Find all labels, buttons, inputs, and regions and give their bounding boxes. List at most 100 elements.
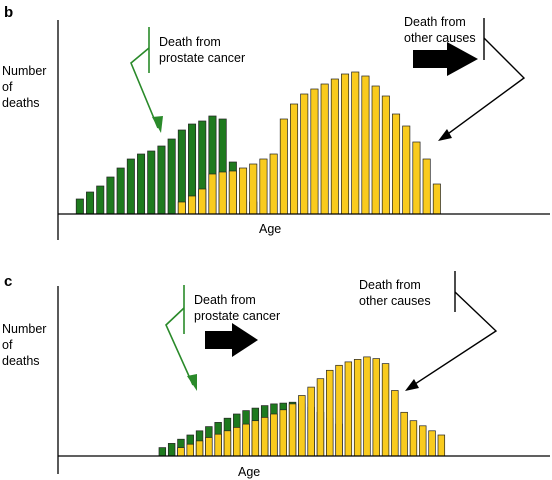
panel-b-other-bar-15 <box>330 78 339 215</box>
panel-c-other-bar-18 <box>344 361 353 457</box>
panel-b-other-annotation: Death from other causes <box>404 15 526 141</box>
panel-c-other-bar-24 <box>400 411 408 457</box>
panel-b-other-bar-8 <box>259 158 268 215</box>
panel-b-other-bar-18 <box>361 75 370 215</box>
panel-b-other-arrowhead <box>438 129 452 141</box>
panel-b-x-axis-label: Age <box>259 222 281 236</box>
panel-c-prostate-label-line-1: Death from <box>194 293 256 307</box>
panel-b-other-bar-23 <box>412 141 421 215</box>
panel-c-prostate-bar-1 <box>167 443 176 457</box>
panel-b-other-bar-10 <box>279 118 288 215</box>
panel-b-prostate-bar-8 <box>157 145 166 215</box>
panel-c-other-bar-15 <box>316 378 325 457</box>
panel-b-other-arrow-line <box>444 37 526 137</box>
panel-b-other-bar-19 <box>371 85 380 215</box>
panel-b-ylabel: Number of deaths <box>2 64 46 110</box>
panel-b-prostate-bar-4 <box>116 167 125 215</box>
panel-b-shift-arrow-icon <box>413 42 478 76</box>
panel-c-ylabel-line-1: Number <box>2 322 46 336</box>
panel-c-other-label-line-2: other causes <box>359 294 431 308</box>
panel-b-other-bar-14 <box>320 83 329 215</box>
panel-b-other-bar-3 <box>208 173 217 215</box>
panel-c-other-bar-11 <box>279 409 287 457</box>
panel-b-other-bar-16 <box>341 73 350 215</box>
panel-b-other-bar-6 <box>239 167 248 215</box>
panel-c-other-bar-7 <box>242 423 250 457</box>
panel-b-other-bar-12 <box>300 93 309 215</box>
panel-c-other-bar-3 <box>205 437 213 457</box>
panel-c-prostate-label-line-2: prostate cancer <box>194 309 280 323</box>
panel-c-other-bar-9 <box>260 417 269 457</box>
panel-c-other-bar-23 <box>391 390 399 457</box>
panel-c-shift-arrow-icon <box>205 323 258 357</box>
panel-c-ylabel-line-3: deaths <box>2 354 40 368</box>
panel-b-prostate-arrow-line <box>130 47 159 129</box>
panel-c-prostate-arrowhead <box>187 374 197 391</box>
panel-b-other-bar-22 <box>402 125 411 215</box>
panel-c-other-bar-0 <box>177 447 185 457</box>
panel-b-other-bar-2 <box>198 188 207 215</box>
panel-b-prostate-bar-9 <box>167 138 176 215</box>
panel-b-other-bar-5 <box>228 170 237 215</box>
panel-c-other-bar-6 <box>233 427 241 457</box>
panel-b-prostate-bar-2 <box>96 185 105 215</box>
panel-b-prostate-arrowhead <box>152 116 163 133</box>
panel-b-other-bar-13 <box>310 88 319 215</box>
panel-b-prostate-annotation: Death from prostate cancer <box>130 27 245 133</box>
panel-b-other-bar-7 <box>249 163 258 215</box>
panel-c-bars <box>158 356 446 457</box>
panel-c-other-label-line-1: Death from <box>359 278 421 292</box>
panel-c-other-bar-4 <box>214 433 222 457</box>
panel-c-other-bar-28 <box>437 434 446 457</box>
panel-b-bars <box>75 71 441 215</box>
panel-b-other-label-line-2: other causes <box>404 31 476 45</box>
panel-c-x-axis-label: Age <box>238 465 260 479</box>
panel-b-other-bar-24 <box>422 158 431 215</box>
panel-b-prostate-bar-0 <box>75 198 84 215</box>
panel-b-other-bar-17 <box>351 71 360 215</box>
panel-b-other-bar-9 <box>269 153 278 215</box>
panel-b-other-bar-25 <box>432 183 441 215</box>
panel-c-other-bar-2 <box>195 440 204 457</box>
panel-c-other-bar-27 <box>428 430 436 457</box>
panel-c-other-bar-22 <box>381 363 390 457</box>
panel-c-ylabel: Number of deaths <box>2 322 46 368</box>
panel-b-ylabel-line-2: of <box>2 80 13 94</box>
panel-c-letter: c <box>4 273 12 290</box>
panel-c-other-bar-20 <box>363 356 371 457</box>
panel-b-other-bar-11 <box>290 103 299 215</box>
panel-b-other-bar-4 <box>218 171 227 215</box>
panel-b-other-bar-1 <box>188 195 197 215</box>
panel-b-prostate-bar-5 <box>126 158 135 215</box>
panel-b-ylabel-line-3: deaths <box>2 96 40 110</box>
panel-b-prostate-bar-6 <box>137 153 146 215</box>
panel-c-other-bar-8 <box>251 420 260 457</box>
panel-c-prostate-annotation: Death from prostate cancer <box>165 285 280 391</box>
panel-c-prostate-bar-0 <box>158 447 167 457</box>
panel-c-other-bar-14 <box>307 386 315 457</box>
panel-c-other-bar-5 <box>223 430 232 457</box>
panel-b-prostate-label-line-2: prostate cancer <box>159 51 245 65</box>
panel-b-prostate-bar-7 <box>147 150 156 215</box>
panel-b: b Number of deaths Age Death from prosta… <box>2 4 550 240</box>
panel-b-prostate-bar-10 <box>177 129 186 215</box>
panel-c-other-bar-19 <box>353 359 362 457</box>
panel-c-other-bar-25 <box>409 420 418 457</box>
panel-b-ylabel-line-1: Number <box>2 64 46 78</box>
panel-c-other-bar-10 <box>270 413 278 457</box>
panel-c-prostate-arrow-line <box>165 307 194 386</box>
panel-c: c Number of deaths Age Death from prosta… <box>2 271 550 479</box>
panel-c-other-annotation: Death from other causes <box>359 271 498 391</box>
panel-b-other-bar-0 <box>177 201 186 215</box>
panel-b-prostate-bar-1 <box>86 191 95 215</box>
panel-b-other-bar-20 <box>381 95 390 215</box>
panel-b-other-label-line-1: Death from <box>404 15 466 29</box>
panel-c-other-bar-17 <box>335 364 343 457</box>
panel-c-other-bar-1 <box>186 443 194 457</box>
panel-c-other-bar-12 <box>288 403 297 457</box>
panel-c-other-bar-16 <box>326 369 334 457</box>
panel-c-other-bar-21 <box>372 358 380 457</box>
panel-b-other-bar-21 <box>392 113 401 215</box>
panel-c-other-bar-13 <box>298 395 306 457</box>
